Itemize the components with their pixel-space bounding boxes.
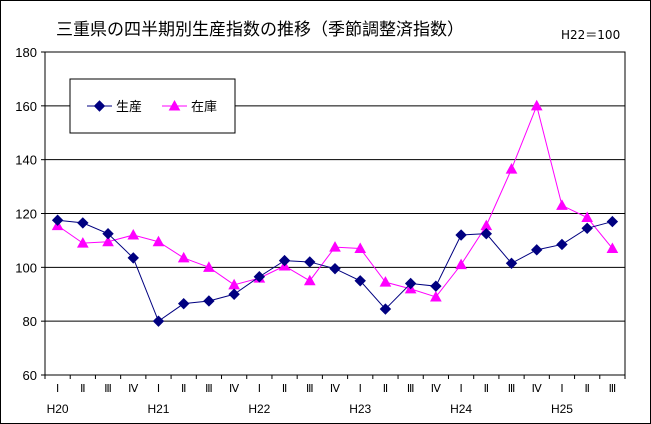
y-axis: 60 80 100 120 140 160 180 — [15, 45, 45, 383]
data-point — [606, 242, 619, 253]
data-point — [303, 274, 316, 286]
quarter-label: Ⅳ — [330, 383, 341, 395]
year-label: H21 — [147, 402, 169, 416]
legend-marker — [168, 99, 181, 111]
data-point — [329, 262, 341, 275]
y-tick-label: 80 — [23, 314, 37, 329]
data-point — [354, 242, 367, 253]
data-point — [203, 295, 215, 307]
y-tick-label: 180 — [15, 45, 37, 60]
legend-label: 在庫 — [191, 100, 217, 115]
year-label: H20 — [47, 402, 69, 416]
quarter-label: Ⅱ — [484, 383, 489, 395]
gridlines — [45, 105, 625, 322]
quarter-label: Ⅰ — [56, 383, 59, 395]
quarter-label: Ⅲ — [609, 383, 617, 395]
data-point — [77, 217, 89, 229]
y-tick-label: 60 — [23, 368, 37, 383]
quarter-label: Ⅲ — [306, 383, 314, 395]
quarter-label: Ⅰ — [459, 383, 462, 395]
legend-items: 生産 在庫 — [87, 99, 217, 115]
data-point — [430, 280, 442, 292]
series-layer — [51, 99, 619, 327]
y-tick-label: 120 — [15, 207, 37, 222]
data-point — [152, 315, 165, 327]
quarter-label: Ⅱ — [80, 383, 85, 395]
quarter-label: Ⅲ — [104, 383, 112, 395]
data-point — [379, 303, 392, 315]
data-point — [379, 276, 392, 287]
quarter-label: Ⅳ — [431, 383, 442, 395]
legend: 生産 在庫 — [69, 78, 236, 134]
chart-title: 三重県の四半期別生産指数の推移（季節調整済指数） — [56, 20, 464, 40]
y-tick-label: 140 — [15, 153, 37, 168]
quarter-label: Ⅰ — [359, 383, 362, 395]
data-point — [329, 241, 341, 252]
quarter-label: Ⅰ — [560, 383, 563, 395]
data-point — [102, 235, 114, 247]
quarter-label: Ⅳ — [128, 383, 139, 395]
data-point — [404, 277, 417, 290]
quarter-label: Ⅳ — [532, 383, 543, 395]
data-point — [455, 229, 467, 241]
x-axis: Ⅰ Ⅱ Ⅲ Ⅳ Ⅰ Ⅱ Ⅲ Ⅳ Ⅰ Ⅱ Ⅲ Ⅳ Ⅰ Ⅱ Ⅲ Ⅳ Ⅰ Ⅱ Ⅲ Ⅳ Ⅰ Ⅱ Ⅲ H20 H21 H22 H23 H24 H2… — [44, 375, 626, 416]
data-point — [51, 214, 64, 226]
series-production — [51, 214, 619, 327]
data-point — [530, 99, 543, 111]
quarter-label: Ⅱ — [282, 383, 287, 395]
data-point — [102, 227, 114, 240]
quarter-label: Ⅳ — [229, 383, 240, 395]
data-point — [177, 251, 190, 263]
quarter-label: Ⅱ — [383, 383, 388, 395]
data-point — [76, 237, 89, 248]
data-point — [531, 244, 543, 256]
data-point — [228, 288, 240, 300]
series-inventory — [51, 99, 619, 302]
data-point — [480, 227, 493, 240]
quarter-label: Ⅲ — [407, 383, 415, 395]
data-point — [127, 229, 140, 240]
quarter-label: Ⅲ — [508, 383, 516, 395]
year-label: H25 — [551, 402, 573, 416]
quarter-label: Ⅱ — [584, 383, 589, 395]
base-note: H22＝100 — [561, 28, 620, 42]
data-point — [505, 163, 518, 174]
year-label: H23 — [349, 402, 371, 416]
y-tick-label: 160 — [15, 99, 37, 114]
quarter-label: Ⅰ — [258, 383, 261, 395]
year-label: H24 — [450, 402, 472, 416]
legend-label: 生産 — [116, 99, 142, 115]
data-point — [127, 252, 139, 264]
data-point — [581, 211, 594, 223]
data-point — [430, 290, 442, 302]
data-point — [556, 199, 568, 210]
quarter-label: Ⅱ — [181, 383, 186, 395]
data-point — [581, 222, 593, 235]
data-point — [203, 261, 215, 272]
quarter-label: Ⅲ — [205, 383, 213, 395]
legend-marker — [93, 100, 106, 112]
data-point — [253, 271, 266, 283]
data-point — [455, 258, 467, 270]
data-point — [354, 275, 366, 287]
quarter-label: Ⅰ — [157, 383, 160, 395]
data-point — [152, 235, 165, 247]
data-point — [177, 297, 190, 310]
data-point — [556, 238, 568, 251]
year-label: H22 — [248, 402, 270, 416]
data-point — [505, 257, 518, 270]
data-point — [278, 254, 291, 267]
y-tick-label: 100 — [15, 260, 37, 275]
data-point — [304, 256, 316, 268]
data-point — [606, 215, 619, 228]
